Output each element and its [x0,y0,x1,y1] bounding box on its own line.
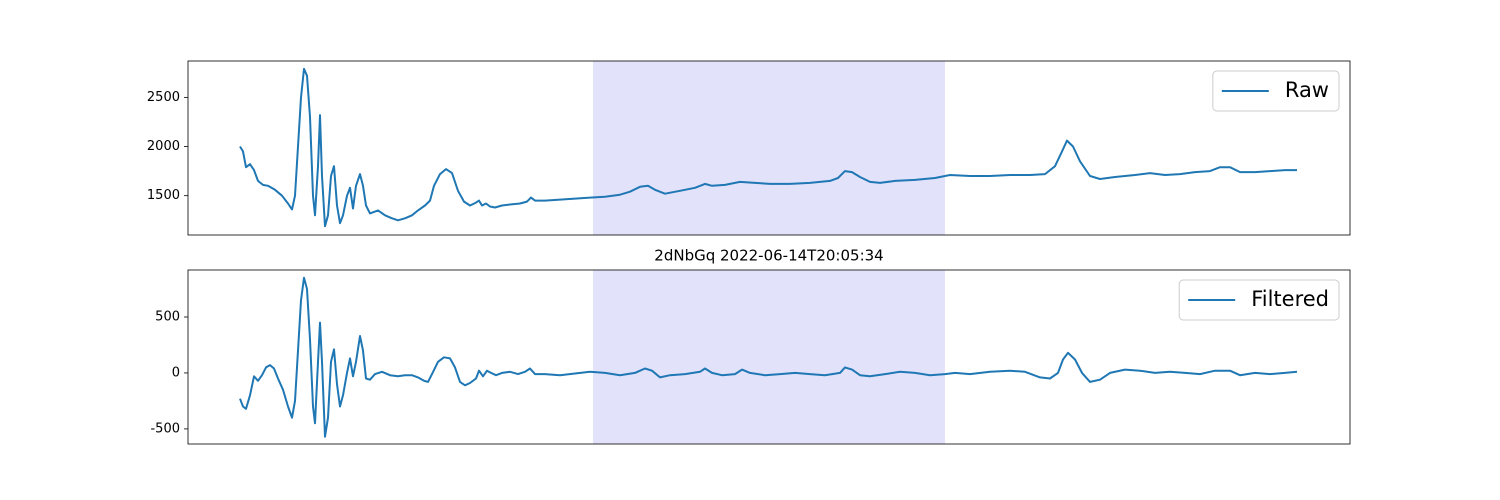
legend-box [1178,279,1340,321]
legend-label: Raw [1285,78,1329,102]
y-tick-label: 2000 [147,139,180,154]
axes-frame [187,60,1351,236]
y-tick-label: 1500 [147,188,180,203]
legend: Filtered [1178,279,1340,321]
y-tick-label: 0 [172,365,180,380]
highlight-span [593,61,945,235]
subplot: 1500 2000 2500 Raw [147,60,1351,236]
axes-frame [187,269,1351,445]
data-line [239,276,1298,438]
highlight-span [593,270,945,444]
legend-label: Filtered [1251,287,1329,311]
data-line [239,67,1297,228]
legend-box [1212,70,1340,112]
y-tick-label: 2500 [147,90,180,105]
y-tick-label: 500 [155,309,180,324]
y-tick-label: -500 [150,421,180,436]
subplot: -500 0 500 2dNbGq 2022-06-14T20:05:34 Filter… [150,247,1351,445]
subplot-title: 2dNbGq 2022-06-14T20:05:34 [654,247,883,265]
legend: Raw [1212,70,1340,112]
